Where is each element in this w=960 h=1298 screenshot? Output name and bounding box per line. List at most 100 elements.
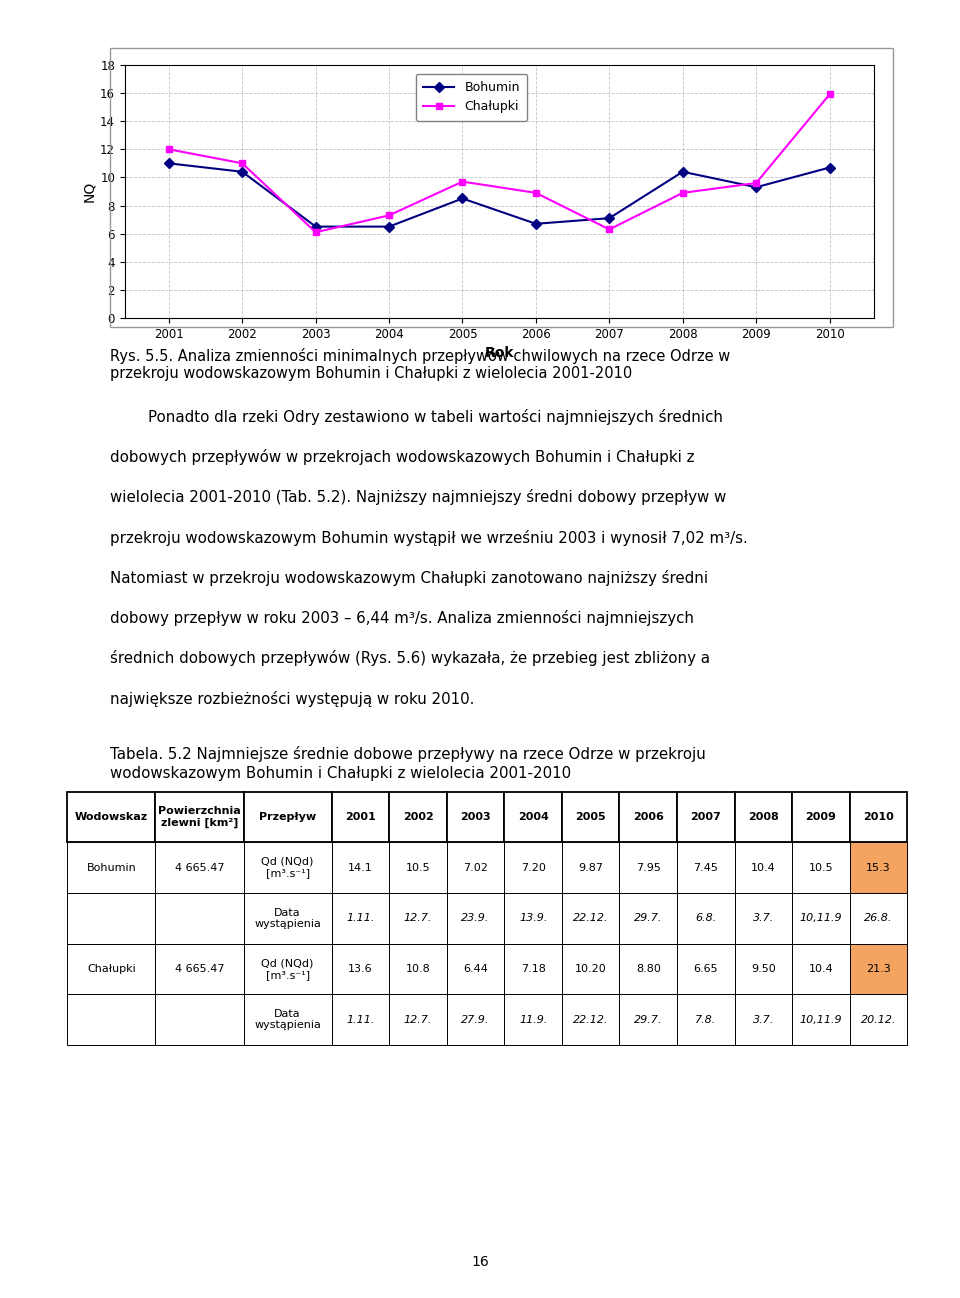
Line: Bohumin: Bohumin	[165, 160, 833, 230]
Text: 7.8.: 7.8.	[695, 1015, 716, 1024]
Bar	[562, 944, 619, 994]
Text: Przepływ: Przepływ	[259, 813, 316, 822]
Bohumin	[824, 160, 835, 175]
Text: 7.95: 7.95	[636, 863, 660, 872]
Legend: Bohumin, Chałupki: Bohumin, Chałupki	[416, 74, 527, 121]
Bar	[67, 792, 156, 842]
Bar	[446, 792, 504, 842]
Bar	[850, 994, 907, 1045]
Bar	[67, 994, 156, 1045]
Text: dobowych przepływów w przekrojach wodowskazowych Bohumin i Chałupki z: dobowych przepływów w przekrojach wodows…	[110, 449, 695, 465]
Text: 9.50: 9.50	[751, 964, 776, 974]
Bar	[67, 842, 156, 893]
Bar	[734, 944, 792, 994]
Text: 6.8.: 6.8.	[695, 914, 716, 923]
Bar	[67, 893, 156, 944]
Text: wielolecia 2001-2010 (Tab. 5.2). Najniższy najmniejszy średni dobowy przepływ w: wielolecia 2001-2010 (Tab. 5.2). Najniżs…	[110, 489, 727, 505]
Y-axis label: NQ: NQ	[82, 180, 96, 202]
Text: średnich dobowych przepływów (Rys. 5.6) wykazała, że przebieg jest zbliżony a: średnich dobowych przepływów (Rys. 5.6) …	[110, 650, 710, 666]
Text: przekroju wodowskazowym Bohumin i Chałupki z wielolecia 2001-2010: przekroju wodowskazowym Bohumin i Chałup…	[110, 366, 633, 382]
Bar	[332, 994, 389, 1045]
Bar	[677, 893, 734, 944]
Text: Tabela. 5.2 Najmniejsze średnie dobowe przepływy na rzece Odrze w przekroju: Tabela. 5.2 Najmniejsze średnie dobowe p…	[110, 746, 707, 762]
Bar	[850, 944, 907, 994]
Bar	[850, 842, 907, 893]
Bar	[850, 792, 907, 842]
Text: 3.7.: 3.7.	[753, 914, 774, 923]
Text: Qd (NQd)
[m³.s⁻¹]: Qd (NQd) [m³.s⁻¹]	[261, 857, 314, 879]
Bar	[792, 792, 850, 842]
Bar	[244, 792, 332, 842]
Bar	[156, 893, 244, 944]
Text: 2006: 2006	[633, 813, 663, 822]
Text: 13.6: 13.6	[348, 964, 372, 974]
Text: 23.9.: 23.9.	[462, 914, 490, 923]
Bar	[446, 944, 504, 994]
Text: 16: 16	[471, 1255, 489, 1269]
Bar	[389, 792, 446, 842]
Bohumin	[604, 210, 615, 226]
Bar	[332, 842, 389, 893]
Text: 10.5: 10.5	[406, 863, 430, 872]
Bar	[734, 792, 792, 842]
Bar	[389, 893, 446, 944]
Text: Rys. 5.5. Analiza zmienności minimalnych przepływów chwilowych na rzece Odrze w: Rys. 5.5. Analiza zmienności minimalnych…	[110, 348, 731, 363]
Bar	[792, 893, 850, 944]
Bar	[504, 893, 562, 944]
Bar	[504, 994, 562, 1045]
Bar	[332, 944, 389, 994]
Text: dobowy przepływ w roku 2003 – 6,44 m³/s. Analiza zmienności najmniejszych: dobowy przepływ w roku 2003 – 6,44 m³/s.…	[110, 610, 694, 626]
Text: Chałupki: Chałupki	[87, 964, 135, 974]
Bar	[677, 994, 734, 1045]
Text: 7.45: 7.45	[693, 863, 718, 872]
Text: Ponadto dla rzeki Odry zestawiono w tabeli wartości najmniejszych średnich: Ponadto dla rzeki Odry zestawiono w tabe…	[110, 409, 724, 424]
Text: 13.9.: 13.9.	[519, 914, 547, 923]
Bohumin	[163, 156, 175, 171]
Bohumin	[310, 219, 322, 235]
Bar	[562, 994, 619, 1045]
Chałupki	[310, 225, 322, 240]
Bar	[244, 842, 332, 893]
Chałupki	[751, 175, 762, 191]
Text: 10.4: 10.4	[808, 964, 833, 974]
Text: 7.02: 7.02	[463, 863, 488, 872]
Text: 22.12.: 22.12.	[573, 1015, 609, 1024]
Bohumin	[236, 164, 248, 179]
Bar	[67, 944, 156, 994]
Text: 2003: 2003	[460, 813, 491, 822]
Text: 9.87: 9.87	[578, 863, 603, 872]
Text: 2010: 2010	[863, 813, 894, 822]
Bar	[156, 792, 244, 842]
Text: 2009: 2009	[805, 813, 836, 822]
Text: 3.7.: 3.7.	[753, 1015, 774, 1024]
Bar	[792, 842, 850, 893]
Chałupki	[383, 208, 395, 223]
Text: Natomiast w przekroju wodowskazowym Chałupki zanotowano najniższy średni: Natomiast w przekroju wodowskazowym Chał…	[110, 570, 708, 585]
Bar	[734, 994, 792, 1045]
Bar	[446, 893, 504, 944]
Bar	[446, 842, 504, 893]
Line: Chałupki: Chałupki	[165, 91, 833, 236]
Bar	[332, 893, 389, 944]
Text: 10,11.9: 10,11.9	[800, 1015, 842, 1024]
Text: 2008: 2008	[748, 813, 779, 822]
Bar	[244, 994, 332, 1045]
Bar	[156, 944, 244, 994]
Bohumin	[677, 164, 688, 179]
Text: 12.7.: 12.7.	[404, 914, 432, 923]
Text: 29.7.: 29.7.	[634, 914, 662, 923]
Text: 2004: 2004	[517, 813, 548, 822]
Bar	[619, 994, 677, 1045]
Text: 2002: 2002	[402, 813, 433, 822]
Bohumin	[751, 179, 762, 195]
Text: Data
wystąpienia: Data wystąpienia	[254, 907, 321, 929]
Bar	[619, 893, 677, 944]
Text: 1.11.: 1.11.	[347, 1015, 374, 1024]
Chałupki	[677, 186, 688, 201]
Bar	[792, 994, 850, 1045]
X-axis label: Rok: Rok	[485, 347, 514, 361]
Text: przekroju wodowskazowym Bohumin wystąpił we wrześniu 2003 i wynosił 7,02 m³/s.: przekroju wodowskazowym Bohumin wystąpił…	[110, 530, 748, 545]
Bar	[619, 944, 677, 994]
Text: 10.20: 10.20	[575, 964, 607, 974]
Bar	[389, 842, 446, 893]
